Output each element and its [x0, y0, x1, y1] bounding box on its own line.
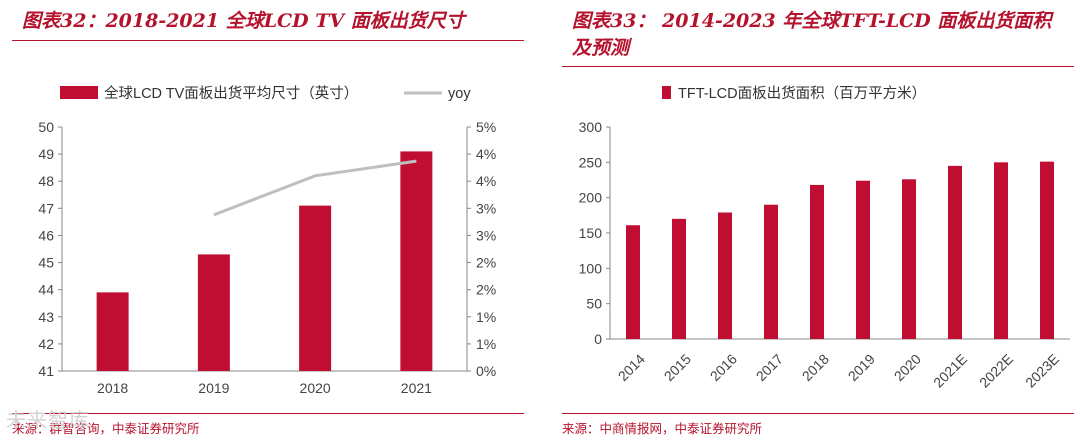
watermark-logo: 未来智库	[6, 408, 90, 432]
bar-2022E	[994, 162, 1008, 339]
y-tick-label: 150	[579, 225, 603, 241]
x-tick-label: 2023E	[1022, 351, 1062, 391]
bar-2018	[96, 292, 129, 371]
left-y-tick-label: 45	[38, 255, 54, 271]
right-chart-title: 图表33： 2014-2023 年全球TFT-LCD 面板出货面积及预测	[572, 10, 1052, 59]
right-y-tick-label: 1%	[476, 309, 496, 325]
x-tick-label: 2016	[707, 351, 740, 384]
x-tick-label: 2019	[845, 351, 878, 384]
left-y-tick-label: 43	[38, 309, 54, 325]
left-y-tick-label: 48	[38, 173, 54, 189]
left-chart-title: 图表32：2018-2021 全球LCD TV 面板出货尺寸	[22, 10, 465, 32]
right-chart-panel: 图表33： 2014-2023 年全球TFT-LCD 面板出货面积及预测 TFT…	[550, 0, 1080, 440]
left-chart-svg: 全球LCD TV面板出货平均尺寸（英寸） yoy 41 42 43 44 45 46 47 48 4…	[38, 84, 496, 396]
bar-2017	[764, 204, 778, 339]
x-tick-label: 2021	[401, 380, 432, 396]
x-tick-label: 2014	[615, 351, 648, 384]
left-y-tick-label: 49	[38, 146, 54, 162]
bar-2021E	[948, 165, 962, 339]
bar-2019	[856, 180, 870, 339]
bar-2021	[400, 151, 433, 371]
yoy-line	[213, 159, 417, 217]
left-title-rule	[12, 40, 524, 41]
left-footer-rule	[12, 413, 524, 414]
right-y-tick-label: 4%	[476, 146, 496, 162]
right-chart-svg: TFT-LCD面板出货面积（百万平方米） 0 50 100 150 200 250 300 20…	[579, 84, 1070, 391]
y-tick-label: 100	[579, 260, 603, 276]
y-tick-label: 250	[579, 154, 603, 170]
right-y-tick-label: 3%	[476, 227, 496, 243]
left-y-tick-label: 50	[38, 119, 54, 135]
left-source-note: 来源：群智咨询，中泰证券研究所	[12, 421, 200, 436]
right-source-note: 来源：中商情报网，中泰证券研究所	[562, 421, 763, 436]
left-y-tick-label: 46	[38, 227, 54, 243]
y-tick-label: 200	[579, 190, 603, 206]
bar-2014	[626, 225, 640, 339]
right-y-tick-label: 3%	[476, 200, 496, 216]
right-footer-rule	[562, 413, 1074, 414]
left-y-tick-label: 44	[38, 282, 54, 298]
legend-label-line: yoy	[448, 86, 471, 102]
y-tick-label: 50	[586, 296, 602, 312]
x-tick-label: 2020	[891, 351, 924, 384]
bar-2018	[810, 184, 824, 339]
bar-2020	[902, 179, 916, 339]
bar-2020	[299, 205, 332, 371]
bar-2016	[718, 212, 732, 339]
bar-2015	[672, 218, 686, 339]
left-y-tick-label: 41	[38, 363, 54, 379]
x-tick-label: 2015	[661, 351, 694, 384]
right-y-tick-label: 0%	[476, 363, 496, 379]
right-y-tick-label: 2%	[476, 282, 496, 298]
bar-2023E	[1040, 161, 1054, 339]
legend-swatch-bar	[662, 86, 671, 99]
x-tick-label: 2022E	[976, 351, 1016, 391]
x-tick-label: 2017	[753, 351, 786, 384]
y-tick-label: 0	[594, 331, 602, 347]
x-tick-label: 2018	[799, 351, 832, 384]
left-y-tick-label: 47	[38, 200, 54, 216]
right-y-tick-label: 4%	[476, 173, 496, 189]
legend-swatch-bar	[60, 86, 98, 99]
right-y-tick-label: 2%	[476, 255, 496, 271]
x-tick-label: 2018	[97, 380, 128, 396]
x-tick-label: 2020	[300, 380, 331, 396]
right-title-rule	[562, 66, 1074, 67]
right-y-tick-label: 1%	[476, 336, 496, 352]
right-y-tick-label: 5%	[476, 119, 496, 135]
y-tick-label: 300	[579, 119, 603, 135]
legend-label-bar: TFT-LCD面板出货面积（百万平方米）	[678, 84, 926, 102]
x-tick-label: 2021E	[930, 351, 970, 391]
left-chart-panel: 图表32：2018-2021 全球LCD TV 面板出货尺寸 全球LCD TV面…	[0, 0, 530, 440]
bar-2019	[197, 254, 230, 371]
legend-label-bar: 全球LCD TV面板出货平均尺寸（英寸）	[104, 84, 358, 102]
left-y-tick-label: 42	[38, 336, 54, 352]
x-tick-label: 2019	[198, 380, 229, 396]
